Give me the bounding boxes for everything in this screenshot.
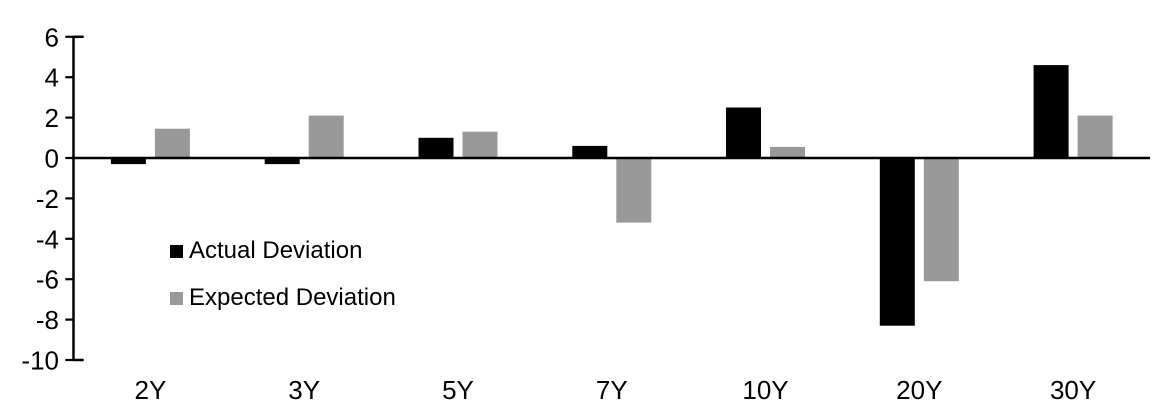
bar-actual-deviation-3y <box>264 158 300 165</box>
y-tick-label: 4 <box>45 63 59 93</box>
bar-actual-deviation-30y <box>1033 65 1069 158</box>
y-tick-label: -6 <box>36 265 59 295</box>
y-tick-label: -4 <box>36 224 59 254</box>
y-tick-label: -2 <box>36 184 59 214</box>
bar-expected-deviation-2y <box>154 128 190 158</box>
y-tick-label: 6 <box>45 22 59 52</box>
legend-label-expected-deviation: Expected Deviation <box>189 284 396 311</box>
bar-actual-deviation-5y <box>418 137 454 158</box>
x-category-label-30y: 30Y <box>1050 375 1096 405</box>
bar-expected-deviation-30y <box>1077 115 1113 158</box>
bar-actual-deviation-2y <box>110 158 146 165</box>
y-tick-label: -10 <box>21 346 59 376</box>
bar-expected-deviation-5y <box>462 131 498 158</box>
legend-label-actual-deviation: Actual Deviation <box>189 237 362 264</box>
bar-actual-deviation-20y <box>879 158 915 326</box>
x-category-label-7y: 7Y <box>596 375 628 405</box>
bar-expected-deviation-7y <box>616 158 652 223</box>
bar-actual-deviation-10y <box>726 107 761 158</box>
x-category-label-20y: 20Y <box>896 375 942 405</box>
x-category-label-2y: 2Y <box>134 375 166 405</box>
x-category-label-3y: 3Y <box>288 375 320 405</box>
x-category-label-10y: 10Y <box>742 375 788 405</box>
x-category-label-5y: 5Y <box>442 375 474 405</box>
bar-expected-deviation-10y <box>770 146 805 158</box>
bar-actual-deviation-7y <box>572 145 608 158</box>
legend-swatch-expected-deviation <box>170 292 183 305</box>
bar-expected-deviation-3y <box>308 115 344 158</box>
y-tick-label: -8 <box>36 305 59 335</box>
y-tick-label: 2 <box>45 103 59 133</box>
y-tick-label: 0 <box>45 144 59 174</box>
legend-swatch-actual-deviation <box>170 245 183 258</box>
bar-expected-deviation-20y <box>923 158 959 282</box>
